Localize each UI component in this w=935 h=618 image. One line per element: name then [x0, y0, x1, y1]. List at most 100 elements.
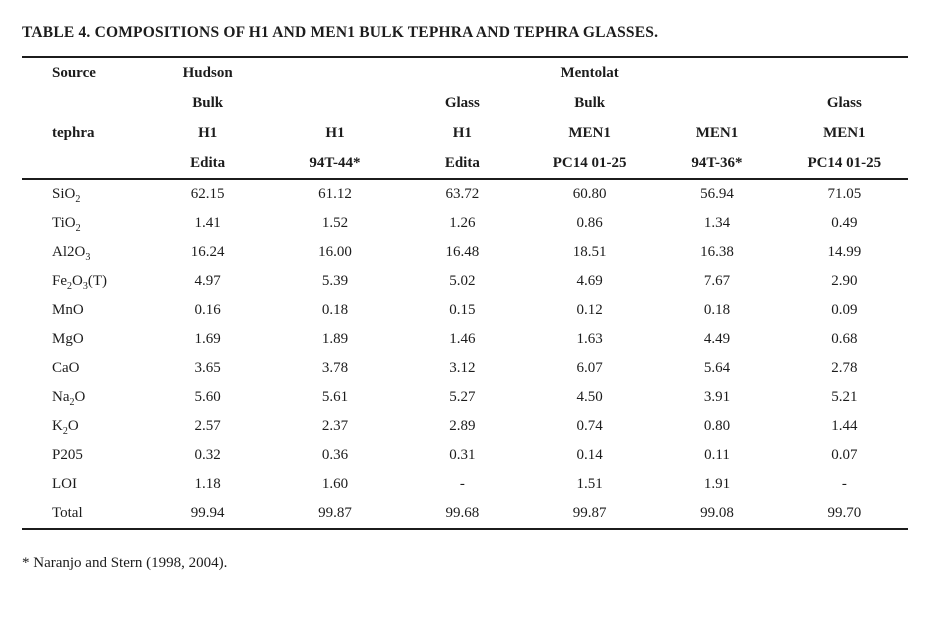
paper-page: TABLE 4. COMPOSITIONS OF H1 AND MEN1 BUL… — [0, 24, 935, 618]
column-header: Bulk — [192, 94, 224, 111]
table-row: P205 0.32 0.36 0.31 0.14 0.11 0.07 — [22, 441, 908, 470]
value-cell: 0.68 — [831, 331, 858, 347]
column-header — [653, 88, 780, 118]
value-cell: 56.94 — [700, 186, 734, 202]
row-label: Total — [52, 505, 83, 521]
column-header: MEN1 — [823, 124, 866, 141]
value-cell: 2.57 — [194, 418, 221, 434]
row-label: MnO — [52, 302, 84, 318]
column-header: H1 — [452, 124, 472, 141]
value-cell: 61.12 — [318, 186, 352, 202]
column-header — [781, 57, 908, 88]
table-header-row: Edita 94T-44* Edita PC14 01-25 94T-36* PC14 0… — [22, 148, 908, 179]
value-cell: 1.44 — [831, 418, 858, 434]
row-label: Al2O3 — [52, 244, 91, 263]
value-cell: - — [841, 476, 847, 492]
column-header: PC14 01-25 — [552, 154, 627, 171]
value-cell: 0.16 — [194, 302, 221, 318]
table-row: K2O 2.57 2.37 2.89 0.74 0.80 1.44 — [22, 412, 908, 441]
column-header: Glass — [826, 94, 862, 111]
value-cell: 0.32 — [194, 447, 221, 463]
value-cell: 1.26 — [449, 215, 476, 231]
column-header: Edita — [190, 154, 226, 171]
value-cell: 99.70 — [827, 505, 862, 521]
value-cell: 4.97 — [194, 273, 221, 289]
table-row: Total 99.94 99.87 99.68 99.87 99.08 99.70 — [22, 499, 908, 529]
header-label-cell — [22, 88, 144, 118]
row-label: K2O — [52, 418, 79, 437]
column-header: 94T-44* — [309, 154, 361, 171]
subscript: 2 — [62, 426, 68, 437]
table-row: MnO 0.16 0.18 0.15 0.12 0.18 0.09 — [22, 296, 908, 325]
value-cell: 1.69 — [194, 331, 221, 347]
header-label-cell: Source — [52, 64, 96, 81]
value-cell: 16.38 — [700, 244, 734, 260]
value-cell: 0.18 — [703, 302, 731, 318]
value-cell: 2.89 — [449, 418, 476, 434]
column-header: Glass — [444, 94, 480, 111]
value-cell: 60.80 — [572, 186, 607, 202]
value-cell: 1.91 — [703, 476, 731, 492]
composition-table: Source Hudson Mentolat Bulk Glass Bulk Glass te… — [22, 56, 908, 530]
table-title: TABLE 4. COMPOSITIONS OF H1 AND MEN1 BUL… — [22, 24, 659, 41]
value-cell: 62.15 — [190, 186, 225, 202]
table-row: MgO 1.69 1.89 1.46 1.63 4.49 0.68 — [22, 325, 908, 354]
value-cell: - — [459, 476, 465, 492]
table-header-row: tephra H1 H1 H1 MEN1 MEN1 MEN1 — [22, 118, 908, 148]
value-cell: 0.80 — [703, 418, 731, 434]
value-cell: 0.07 — [831, 447, 858, 463]
header-label-cell — [22, 148, 144, 179]
table-row: TiO2 1.41 1.52 1.26 0.86 1.34 0.49 — [22, 209, 908, 238]
value-cell: 4.49 — [703, 331, 731, 347]
value-cell: 16.48 — [445, 244, 480, 260]
row-label: Fe2O3(T) — [52, 273, 107, 292]
value-cell: 1.41 — [194, 215, 221, 231]
row-label: MgO — [52, 331, 84, 347]
subscript: 2 — [67, 281, 72, 292]
table-row: LOI 1.18 1.60 - 1.51 1.91 - — [22, 470, 908, 499]
row-label: CaO — [52, 360, 80, 376]
value-cell: 0.74 — [576, 418, 603, 434]
value-cell: 0.09 — [831, 302, 858, 318]
value-cell: 99.87 — [318, 505, 352, 521]
value-cell: 1.51 — [576, 476, 603, 492]
value-cell: 18.51 — [572, 244, 607, 260]
table-row: Al2O3 16.24 16.00 16.48 18.51 16.38 14.99 — [22, 238, 908, 267]
header-label-cell: tephra — [52, 124, 95, 141]
column-header — [399, 57, 526, 88]
table-header-row: Source Hudson Mentolat — [22, 57, 908, 88]
value-cell: 0.18 — [321, 302, 349, 318]
value-cell: 0.14 — [576, 447, 603, 463]
value-cell: 5.21 — [831, 389, 858, 405]
row-label: P205 — [52, 447, 83, 463]
value-cell: 5.02 — [449, 273, 476, 289]
value-cell: 5.60 — [194, 389, 221, 405]
table-footnote: * Naranjo and Stern (1998, 2004). — [22, 555, 228, 571]
column-header: Edita — [444, 154, 480, 171]
value-cell: 0.86 — [576, 215, 603, 231]
column-header: H1 — [198, 124, 218, 141]
value-cell: 2.78 — [831, 360, 858, 376]
value-cell: 3.78 — [321, 360, 349, 376]
column-header: MEN1 — [568, 124, 611, 141]
value-cell: 5.61 — [321, 389, 349, 405]
value-cell: 1.18 — [194, 476, 221, 492]
table-row: CaO 3.65 3.78 3.12 6.07 5.64 2.78 — [22, 354, 908, 383]
value-cell: 99.68 — [445, 505, 480, 521]
value-cell: 0.49 — [831, 215, 858, 231]
subscript: 2 — [69, 397, 75, 408]
value-cell: 99.08 — [700, 505, 734, 521]
value-cell: 0.12 — [576, 302, 603, 318]
value-cell: 1.89 — [321, 331, 349, 347]
column-header: 94T-36* — [691, 154, 743, 171]
value-cell: 2.37 — [321, 418, 349, 434]
column-header — [271, 88, 398, 118]
table-body: SiO2 62.15 61.12 63.72 60.80 56.94 71.05 TiO2 1.… — [22, 179, 908, 529]
value-cell: 16.00 — [318, 244, 352, 260]
row-label: TiO2 — [52, 215, 81, 234]
value-cell: 3.12 — [449, 360, 476, 376]
value-cell: 63.72 — [445, 186, 480, 202]
value-cell: 99.87 — [572, 505, 607, 521]
table-row: SiO2 62.15 61.12 63.72 60.80 56.94 71.05 — [22, 179, 908, 209]
value-cell: 1.52 — [321, 215, 349, 231]
